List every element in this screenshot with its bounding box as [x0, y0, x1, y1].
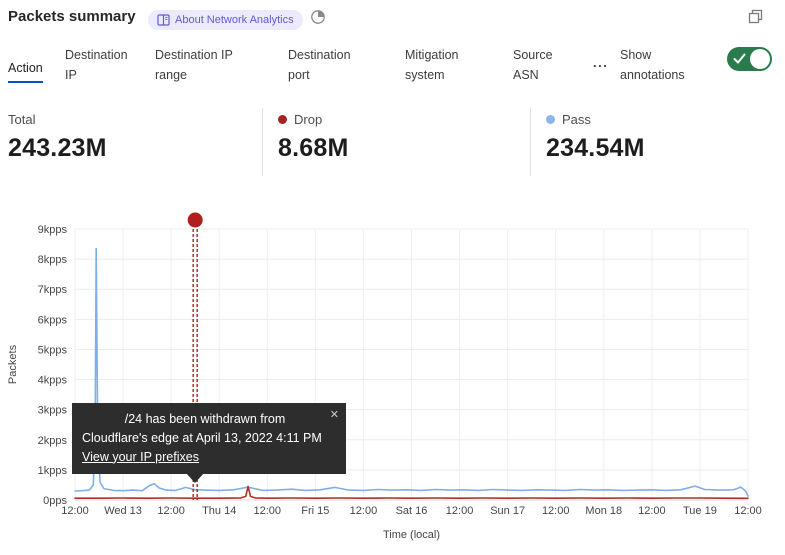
svg-text:12:00: 12:00 [638, 505, 666, 517]
tab-destination-ip-range[interactable]: Destination IP range [155, 48, 233, 82]
svg-text:12:00: 12:00 [446, 505, 474, 517]
show-annotations-label: Show annotations [620, 48, 685, 82]
y-axis-title: Packets [7, 344, 19, 384]
more-tabs-button[interactable]: ... [593, 55, 609, 70]
svg-text:9kpps: 9kpps [38, 224, 68, 236]
tab-source-asn[interactable]: Source ASN [513, 48, 553, 82]
time-pie-icon[interactable] [310, 9, 326, 25]
svg-text:Sat 16: Sat 16 [396, 505, 428, 517]
tooltip-line-2: Cloudflare's edge at April 13, 2022 4:11… [82, 430, 322, 445]
stat-divider [262, 108, 263, 176]
pass-series-line [74, 247, 749, 497]
svg-text:12:00: 12:00 [734, 505, 762, 517]
svg-text:0pps: 0pps [43, 495, 67, 507]
toggle-knob [750, 49, 770, 69]
drop-series-line [74, 485, 749, 500]
x-axis-title: Time (local) [383, 529, 440, 541]
svg-text:Wed 13: Wed 13 [104, 505, 142, 517]
svg-text:5kpps: 5kpps [38, 344, 68, 356]
show-annotations-toggle[interactable] [727, 47, 772, 71]
close-icon[interactable]: ✕ [329, 409, 339, 421]
stat-drop-label: Drop [294, 112, 323, 127]
page-title: Packets summary [8, 8, 136, 25]
stat-total-value: 243.23M [8, 134, 107, 162]
svg-text:4kpps: 4kpps [38, 375, 68, 387]
svg-text:Mon 18: Mon 18 [585, 505, 622, 517]
tab-destination-ip[interactable]: Destination IP [65, 48, 128, 82]
drop-legend-dot [278, 115, 287, 124]
badge-label: About Network Analytics [175, 14, 294, 26]
svg-text:Tue 19: Tue 19 [683, 505, 717, 517]
svg-text:Sun 17: Sun 17 [490, 505, 525, 517]
svg-text:2kpps: 2kpps [38, 435, 68, 447]
tab-destination-port[interactable]: Destination port [288, 48, 351, 82]
svg-text:12:00: 12:00 [350, 505, 378, 517]
svg-text:Thu 14: Thu 14 [202, 505, 236, 517]
svg-text:3kpps: 3kpps [38, 405, 68, 417]
svg-text:1kpps: 1kpps [38, 465, 68, 477]
tab-mitigation-system[interactable]: Mitigation system [405, 48, 459, 82]
svg-text:Fri 15: Fri 15 [301, 505, 329, 517]
check-icon [733, 53, 746, 64]
stat-pass: Pass 234.54M [546, 112, 645, 163]
stat-drop: Drop 8.68M [278, 112, 348, 163]
tab-action[interactable]: Action [8, 58, 43, 83]
overlapping-windows-icon[interactable] [748, 9, 763, 24]
stat-drop-value: 8.68M [278, 134, 349, 162]
svg-text:12:00: 12:00 [157, 505, 185, 517]
pass-legend-dot [546, 115, 555, 124]
stat-total: Total 243.23M [8, 112, 107, 163]
about-network-analytics-badge[interactable]: About Network Analytics [148, 10, 303, 30]
svg-text:7kpps: 7kpps [38, 284, 68, 296]
stat-divider [530, 108, 531, 176]
stat-pass-label: Pass [562, 112, 591, 127]
tooltip-line-1: /24 has been withdrawn from [124, 412, 286, 426]
svg-text:12:00: 12:00 [542, 505, 570, 517]
stat-pass-value: 234.54M [546, 134, 645, 162]
svg-text:12:00: 12:00 [61, 505, 89, 517]
svg-text:12:00: 12:00 [254, 505, 282, 517]
view-ip-prefixes-link[interactable]: View your IP prefixes [82, 449, 199, 464]
annotation-marker[interactable] [187, 212, 203, 228]
svg-text:6kpps: 6kpps [38, 314, 68, 326]
tooltip-caret [186, 473, 204, 484]
book-icon [157, 14, 170, 26]
annotation-tooltip: ✕ /24 has been withdrawn from Cloudflare… [72, 403, 346, 484]
stat-total-label: Total [8, 112, 36, 127]
svg-text:8kpps: 8kpps [38, 254, 68, 266]
